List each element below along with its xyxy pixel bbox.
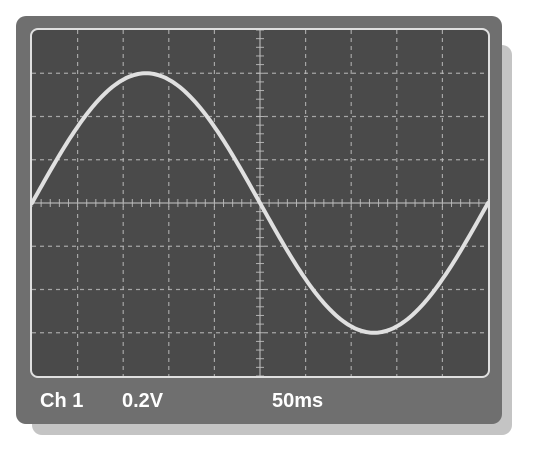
channel-label: Ch 1 <box>40 390 84 412</box>
sine-trace <box>32 71 488 335</box>
oscilloscope-screen <box>30 28 490 378</box>
waveform-display <box>32 30 488 376</box>
time-per-division: 50ms <box>272 390 324 412</box>
volts-per-division: 0.2V <box>122 390 164 412</box>
